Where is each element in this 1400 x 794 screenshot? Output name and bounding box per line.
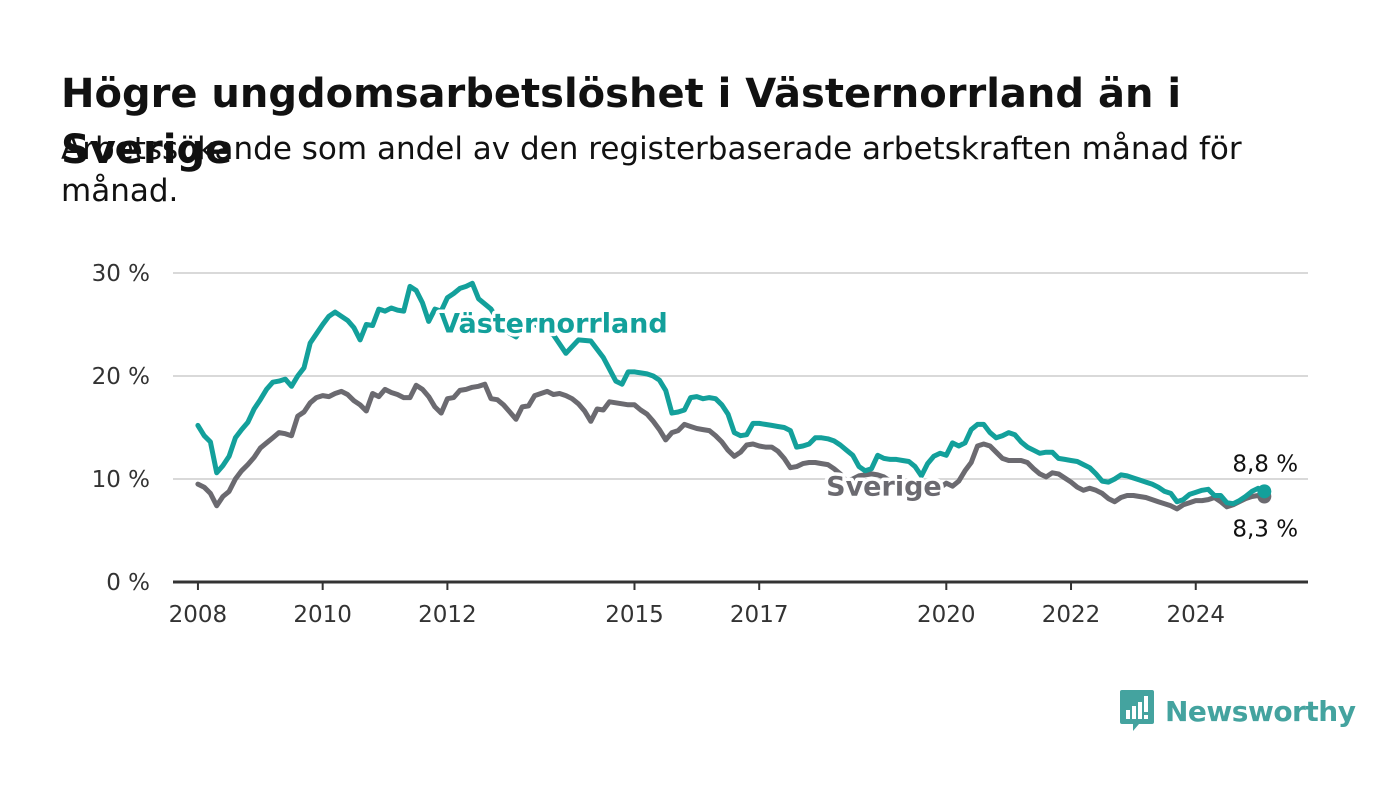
end-value-label: 8,3 % xyxy=(1232,517,1298,543)
y-tick-label: 0 % xyxy=(106,570,150,596)
series-lines xyxy=(195,280,1272,512)
series-label: Sverige xyxy=(826,471,942,502)
gridlines xyxy=(173,272,1308,480)
x-tick-label: 2015 xyxy=(605,602,664,628)
end-value-label: 8,8 % xyxy=(1232,451,1298,477)
series-line-västernorrland xyxy=(195,280,1267,507)
bar-chart-speech-bubble-icon xyxy=(1120,690,1154,731)
x-tick-label: 2010 xyxy=(293,602,352,628)
x-tick-label: 2012 xyxy=(418,602,477,628)
y-tick-label: 30 % xyxy=(92,261,150,287)
newsworthy-logo[interactable]: Newsworthy xyxy=(1119,688,1356,734)
x-tick-label: 2020 xyxy=(917,602,976,628)
chart-subtitle: Arbetssökande som andel av den registerb… xyxy=(61,131,1242,209)
x-tick-label: 2008 xyxy=(169,602,228,628)
series-line-sverige xyxy=(195,381,1267,512)
axes: 0 % 10 % 20 % 30 % 2008 2010 2012 2015 2017 2020 2… xyxy=(92,261,1308,628)
y-tick-label: 20 % xyxy=(92,364,150,390)
x-tick-label: 2024 xyxy=(1166,602,1225,628)
y-tick-label: 10 % xyxy=(92,467,150,493)
logo-text: Newsworthy xyxy=(1165,694,1356,728)
series-end-point xyxy=(1257,484,1272,499)
series-label: Västernorrland xyxy=(439,309,668,340)
x-tick-label: 2022 xyxy=(1042,602,1101,628)
x-tick-label: 2017 xyxy=(730,602,789,628)
chart-title: Högre ungdomsarbetslöshet i Västernorrla… xyxy=(61,71,1182,173)
series-labels: Västernorrland Sverige 8,3 % 8,8 % xyxy=(436,305,1302,545)
